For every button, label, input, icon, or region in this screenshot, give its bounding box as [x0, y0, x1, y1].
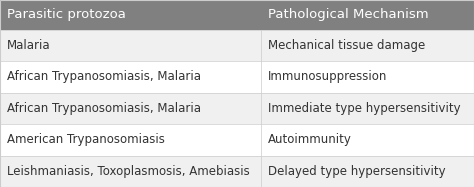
- Text: African Trypanosomiasis, Malaria: African Trypanosomiasis, Malaria: [7, 70, 201, 83]
- Text: Malaria: Malaria: [7, 39, 51, 52]
- Text: Leishmaniasis, Toxoplasmosis, Amebiasis: Leishmaniasis, Toxoplasmosis, Amebiasis: [7, 165, 250, 178]
- Bar: [0, 0, 261, 30]
- Bar: [0, 124, 261, 156]
- Bar: [0, 61, 261, 93]
- Text: African Trypanosomiasis, Malaria: African Trypanosomiasis, Malaria: [7, 102, 201, 115]
- Text: Immediate type hypersensitivity: Immediate type hypersensitivity: [268, 102, 460, 115]
- Bar: [261, 30, 474, 61]
- Text: Delayed type hypersensitivity: Delayed type hypersensitivity: [268, 165, 446, 178]
- Text: Parasitic protozoa: Parasitic protozoa: [7, 8, 126, 21]
- Text: Immunosuppression: Immunosuppression: [268, 70, 387, 83]
- Bar: [261, 61, 474, 93]
- Bar: [261, 93, 474, 124]
- Bar: [0, 156, 261, 187]
- Bar: [261, 0, 474, 30]
- Bar: [0, 30, 261, 61]
- Bar: [261, 124, 474, 156]
- Bar: [261, 156, 474, 187]
- Text: Autoimmunity: Autoimmunity: [268, 133, 352, 146]
- Bar: [0, 93, 261, 124]
- Text: Mechanical tissue damage: Mechanical tissue damage: [268, 39, 425, 52]
- Text: Pathological Mechanism: Pathological Mechanism: [268, 8, 428, 21]
- Text: American Trypanosomiasis: American Trypanosomiasis: [7, 133, 165, 146]
